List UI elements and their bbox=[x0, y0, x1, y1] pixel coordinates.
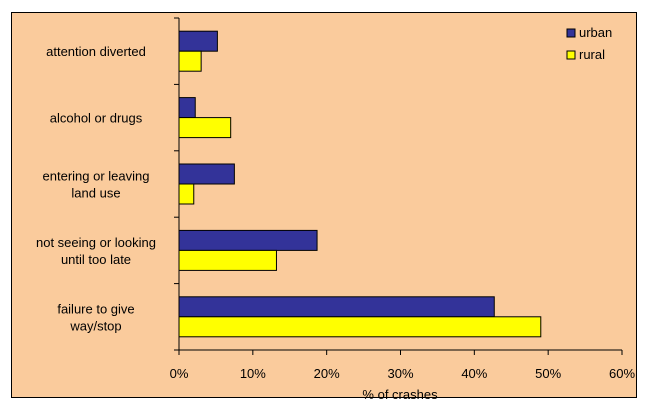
x-tick-label-3: 30% bbox=[387, 366, 413, 381]
bar-rural-2 bbox=[178, 183, 195, 205]
bar-rural-3 bbox=[178, 249, 277, 271]
bar-rural-4 bbox=[178, 316, 542, 338]
x-axis-title: % of crashes bbox=[362, 387, 438, 402]
legend-swatch-urban bbox=[566, 28, 576, 38]
bar-rural-0 bbox=[178, 50, 202, 72]
category-label-3-1: until too late bbox=[61, 252, 131, 267]
category-label-3-0: not seeing or looking bbox=[36, 235, 156, 250]
x-tick-label-2: 20% bbox=[314, 366, 340, 381]
bar-rural-1 bbox=[178, 117, 232, 139]
category-label-4-1: way/stop bbox=[69, 318, 121, 333]
x-tick-label-1: 10% bbox=[240, 366, 266, 381]
bar-urban-2 bbox=[178, 163, 235, 185]
category-label-4-0: failure to give bbox=[57, 301, 134, 316]
bar-urban-4 bbox=[178, 296, 495, 318]
x-tick-label-5: 50% bbox=[535, 366, 561, 381]
legend-label-rural: rural bbox=[579, 47, 605, 62]
legend-swatch-rural bbox=[566, 50, 576, 60]
x-tick-label-0: 0% bbox=[170, 366, 189, 381]
legend-label-urban: urban bbox=[579, 25, 612, 40]
category-label-2-1: land use bbox=[71, 186, 120, 201]
x-tick-label-4: 40% bbox=[461, 366, 487, 381]
bar-urban-3 bbox=[178, 229, 318, 251]
x-tick-label-6: 60% bbox=[609, 366, 635, 381]
category-label-0-0: attention diverted bbox=[46, 44, 146, 59]
category-label-1-0: alcohol or drugs bbox=[50, 111, 143, 126]
bar-urban-1 bbox=[178, 97, 196, 119]
bar-urban-0 bbox=[178, 30, 218, 52]
category-label-2-0: entering or leaving bbox=[43, 169, 150, 184]
